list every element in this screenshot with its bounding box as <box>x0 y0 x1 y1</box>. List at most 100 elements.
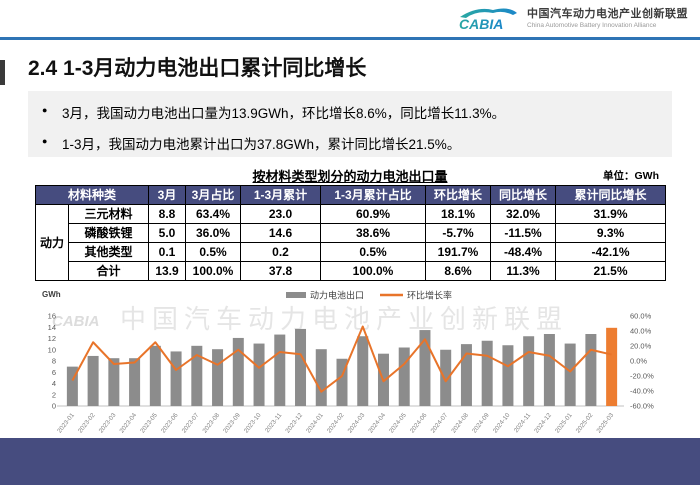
export-bar <box>295 328 307 406</box>
table-header: 材料种类 3月 3月占比 1-3月累计 1-3月累计占比 环比增长 同比增长 累计同比增长 <box>34 185 667 205</box>
export-bar <box>253 343 265 406</box>
data-cell: 31.9% <box>555 204 667 224</box>
data-cell: 其他类型 <box>67 242 150 262</box>
data-cell: -11.5% <box>490 223 557 243</box>
left-axis-tick: 0 <box>52 402 56 411</box>
data-cell: 0.5% <box>320 242 427 262</box>
footer-bar <box>0 438 700 485</box>
data-cell: 8.8 <box>148 204 187 224</box>
data-cell: 63.4% <box>185 204 242 224</box>
x-axis-label: 2023-05 <box>139 412 159 435</box>
right-axis-tick: -40.0% <box>630 387 654 396</box>
left-axis-tick: 4 <box>52 379 56 388</box>
data-cell: 0.5% <box>185 242 242 262</box>
right-axis-tick: 20.0% <box>630 342 652 351</box>
x-axis-label: 2024-02 <box>326 412 346 435</box>
svg-text:CABIA: CABIA <box>459 16 503 32</box>
export-bar <box>274 334 286 406</box>
data-cell: 0.1 <box>148 242 187 262</box>
header-cell: 3月 <box>148 185 187 205</box>
export-bar <box>606 327 618 406</box>
data-cell: 0.2 <box>240 242 322 262</box>
export-bar <box>481 340 493 406</box>
left-axis-tick: 6 <box>52 368 56 377</box>
slide-title: 2.4 1-3月动力电池出口累计同比增长 <box>28 57 367 80</box>
table-row: 磷酸铁锂 5.0 36.0% 14.6 38.6% -5.7% -11.5% 9.3% <box>36 223 667 243</box>
chart-canvas: CABIA 中国汽车动力电池产业创新联盟 GWh 动力电池出口 环比增长率 0 2 4 6 8 10… <box>42 290 654 435</box>
header-cell: 1-3月累计 <box>240 185 322 205</box>
data-cell: 14.6 <box>240 223 322 243</box>
x-axis-label: 2024-01 <box>305 412 325 435</box>
watermark-logo: CABIA <box>52 313 100 330</box>
export-bar <box>212 349 224 406</box>
org-name-en: China Automotive Battery Innovation Alli… <box>527 22 657 30</box>
data-cell: 磷酸铁锂 <box>67 223 150 243</box>
data-cell: 13.9 <box>148 261 187 281</box>
left-axis-tick: 8 <box>52 357 56 366</box>
export-trend-chart: CABIA 中国汽车动力电池产业创新联盟 GWh 动力电池出口 环比增长率 0 2 4 6 8 10… <box>30 286 685 436</box>
x-axis-label: 2023-07 <box>181 412 201 435</box>
export-bar <box>315 349 327 406</box>
left-axis-tick: 10 <box>48 345 56 354</box>
x-axis-label: 2023-01 <box>56 412 76 435</box>
export-bar <box>357 336 369 406</box>
x-axis-label: 2024-10 <box>492 412 512 435</box>
data-cell: 21.5% <box>555 261 667 281</box>
table-body: 动力 三元材料 8.8 63.4% 23.0 60.9% 18.1% 32.0% 31.9% 磷酸… <box>35 204 667 281</box>
export-bar <box>564 343 576 406</box>
data-cell: -42.1% <box>555 242 667 262</box>
export-bar <box>460 344 472 406</box>
data-cell: 36.0% <box>185 223 242 243</box>
x-axis-label: 2024-04 <box>367 412 387 435</box>
table-unit-label: 单位：GWh <box>603 170 659 182</box>
title-accent-bar <box>0 60 5 85</box>
legend-bar-swatch <box>286 292 306 298</box>
right-axis-tick: 40.0% <box>630 327 652 336</box>
chart-unit-label: GWh <box>42 290 61 299</box>
export-bar <box>170 351 182 406</box>
header-cell: 同比增长 <box>490 185 557 205</box>
export-bar <box>543 334 555 406</box>
right-axis-tick: -60.0% <box>630 402 654 411</box>
x-axis-label: 2023-03 <box>98 412 118 435</box>
export-bar <box>398 347 410 406</box>
export-bar <box>419 330 431 406</box>
bullet-cumulative: 1-3月，我国动力电池累计出口为37.8GWh，累计同比增长21.5%。 <box>28 122 672 153</box>
x-axis-label: 2024-05 <box>388 412 408 435</box>
org-names: 中国汽车动力电池产业创新联盟 China Automotive Battery … <box>527 8 688 29</box>
data-cell: 60.9% <box>320 204 427 224</box>
watermark-text: 中国汽车动力电池产业创新联盟 <box>120 304 568 334</box>
table-row: 动力 三元材料 8.8 63.4% 23.0 60.9% 18.1% 32.0% 31.9% <box>35 204 667 281</box>
x-axis-label: 2023-04 <box>118 412 138 435</box>
x-axis-label: 2024-07 <box>430 412 450 435</box>
x-axis-label: 2023-10 <box>243 412 263 435</box>
export-bar <box>191 345 203 406</box>
left-axis-tick: 2 <box>52 390 56 399</box>
table-title-row: 按材料类型划分的动力电池出口量 单位：GWh <box>35 166 665 184</box>
data-cell: 9.3% <box>555 223 667 243</box>
table-row: 其他类型 0.1 0.5% 0.2 0.5% 191.7% -48.4% -42.1% <box>36 242 667 262</box>
data-cell: 100.0% <box>320 261 427 281</box>
data-cell: 23.0 <box>240 204 322 224</box>
legend-bar-label: 动力电池出口 <box>310 290 364 301</box>
x-axis-label: 2023-06 <box>160 412 180 435</box>
header: CABIA 中国汽车动力电池产业创新联盟 China Automotive Ba… <box>0 0 700 37</box>
data-cell: 5.0 <box>148 223 187 243</box>
x-axis-label: 2024-08 <box>450 412 470 435</box>
export-bar <box>66 366 78 406</box>
data-cell: 191.7% <box>425 242 492 262</box>
export-bar <box>149 345 161 406</box>
x-axis-label: 2025-02 <box>575 412 595 435</box>
header-cell: 材料种类 <box>34 185 150 205</box>
data-cell: -48.4% <box>490 242 557 262</box>
data-cell: 8.6% <box>425 261 492 281</box>
export-bar <box>502 345 514 406</box>
right-axis-tick: 0.0% <box>630 357 647 366</box>
data-cell: 11.3% <box>490 261 557 281</box>
x-axis-label: 2025-03 <box>595 412 615 435</box>
right-axis-tick: 60.0% <box>630 312 652 321</box>
x-axis-label: 2024-12 <box>533 412 553 435</box>
export-bar <box>440 349 452 406</box>
data-cell: 合计 <box>67 261 150 281</box>
